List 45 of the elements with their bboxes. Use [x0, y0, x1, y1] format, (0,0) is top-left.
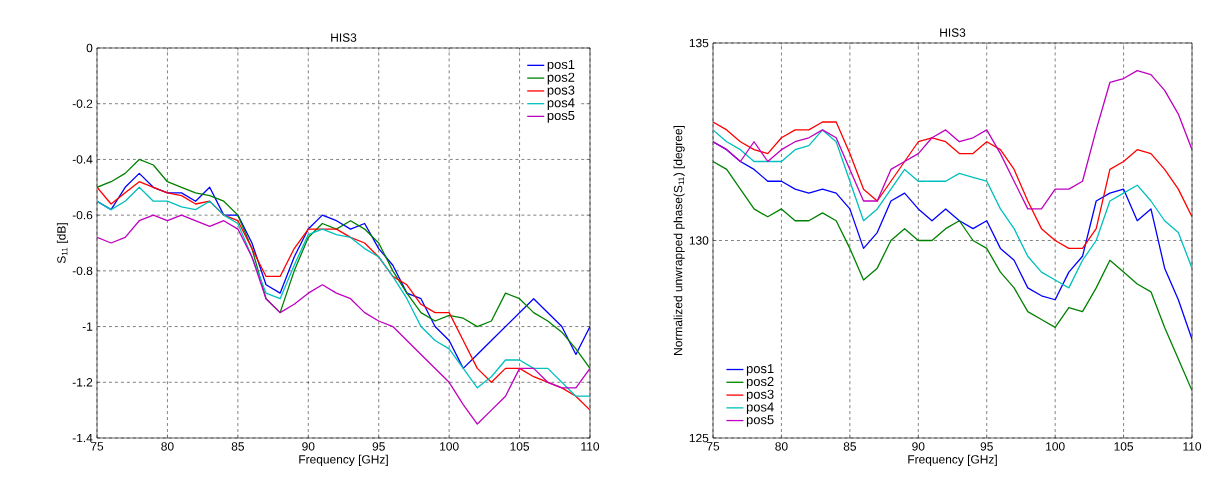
x-axis-title: Frequency [GHz] [299, 454, 388, 466]
x-axis-title: Frequency [GHz] [908, 454, 997, 466]
x-tick-label: 75 [90, 442, 104, 451]
legend-label: pos2 [746, 376, 774, 389]
legend-label: pos4 [547, 98, 575, 110]
legend-label: pos3 [547, 85, 575, 98]
x-tick-label: 95 [980, 442, 993, 451]
legend-label: pos5 [746, 415, 774, 427]
y-tick-label: -1 [82, 322, 93, 331]
y-tick-label: 130 [689, 236, 709, 245]
y-axis-title: S$_{11}$ [dB] [56, 223, 69, 264]
legend-label: pos5 [547, 111, 575, 123]
x-tick-label: 105 [510, 442, 530, 451]
x-tick-label: 100 [440, 442, 459, 451]
legend-label: pos2 [547, 72, 575, 85]
legend-label: pos1 [746, 364, 774, 376]
y-tick-label: -1.4 [72, 433, 93, 443]
chart-title: HIS3 [331, 33, 357, 42]
y-tick-label: 135 [689, 38, 709, 48]
x-tick-label: 80 [775, 442, 788, 451]
y-tick-label: 0 [86, 43, 93, 53]
x-tick-label: 110 [1183, 442, 1202, 451]
y-tick-label: 125 [689, 433, 709, 443]
legend-label: pos4 [746, 402, 774, 415]
y-axis-title: Normalized unwrapped phase(S$_{11}$) [degree] [673, 126, 685, 355]
x-tick-label: 90 [912, 442, 925, 451]
x-tick-label: 100 [1046, 442, 1065, 451]
x-tick-label: 110 [581, 442, 600, 451]
y-tick-label: -0.4 [72, 155, 93, 164]
x-tick-label: 85 [231, 442, 244, 451]
y-tick-label: -0.2 [72, 99, 93, 108]
legend-label: pos1 [547, 59, 575, 72]
x-tick-label: 75 [706, 442, 720, 451]
x-tick-label: 95 [372, 442, 385, 451]
legend-label: pos3 [746, 389, 774, 402]
x-tick-label: 85 [843, 442, 857, 451]
y-tick-label: -0.6 [72, 210, 93, 220]
chart-title: HIS3 [940, 28, 966, 37]
x-tick-label: 105 [1114, 442, 1134, 451]
line-series [713, 69, 1193, 210]
line-series [713, 121, 1193, 250]
x-tick-label: 80 [161, 442, 174, 451]
y-tick-label: -0.8 [72, 266, 93, 276]
y-tick-label: -1.2 [72, 378, 93, 387]
x-tick-label: 90 [302, 442, 315, 451]
